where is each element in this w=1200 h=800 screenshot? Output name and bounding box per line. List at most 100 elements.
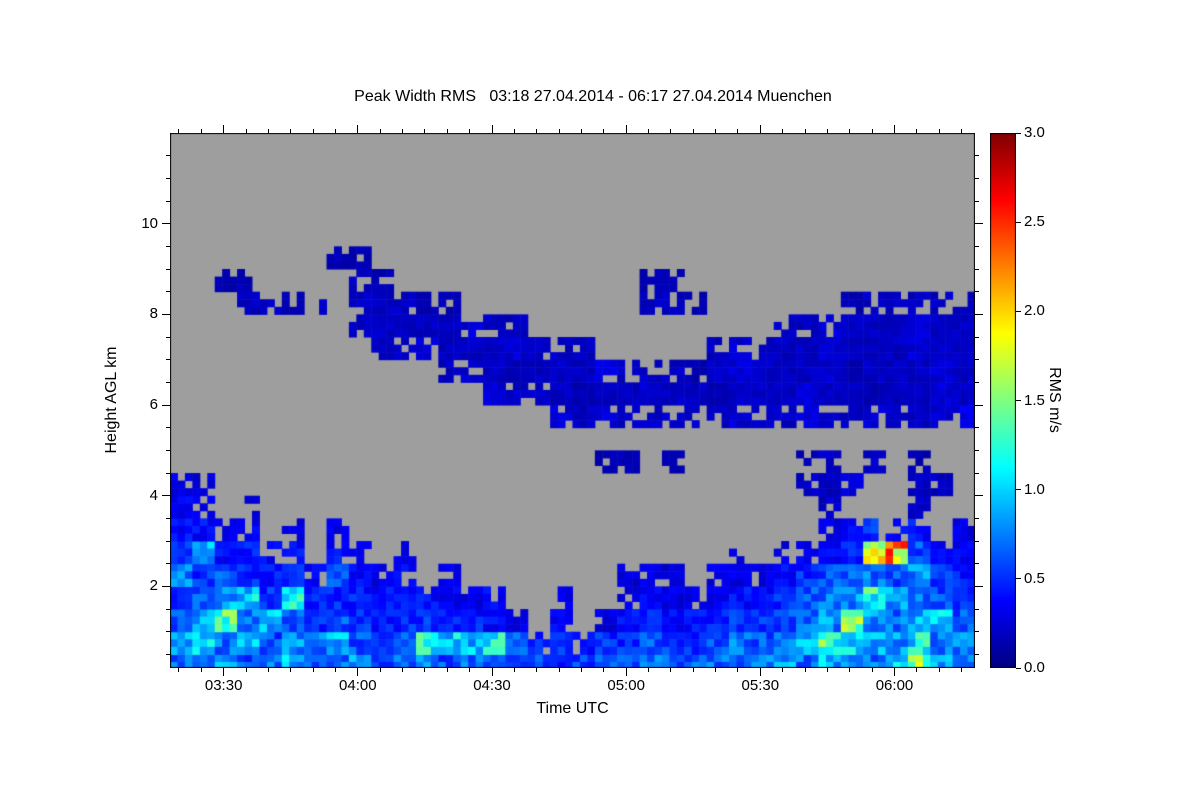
tick-mark [536, 129, 538, 133]
tick-mark [759, 125, 761, 133]
heatmap-canvas [170, 133, 975, 668]
x-tick-label: 05:00 [607, 677, 645, 694]
tick-mark [267, 129, 269, 133]
x-tick-label: 05:30 [741, 677, 780, 694]
tick-mark [737, 129, 739, 133]
tick-mark [166, 336, 170, 338]
tick-mark [692, 129, 694, 133]
tick-mark [402, 668, 404, 672]
tick-mark [312, 668, 314, 672]
tick-mark [223, 125, 225, 133]
tick-mark [166, 540, 170, 542]
tick-mark [670, 668, 672, 672]
tick-mark [975, 608, 979, 610]
tick-mark [513, 129, 515, 133]
tick-mark [975, 449, 979, 451]
tick-mark [871, 668, 873, 672]
tick-mark [166, 200, 170, 202]
tick-mark [737, 668, 739, 672]
tick-mark [334, 129, 336, 133]
colorbar-tick-label: 0.0 [1024, 659, 1045, 676]
heatmap-plot-area [170, 133, 975, 668]
tick-mark [603, 668, 605, 672]
tick-mark [424, 129, 426, 133]
tick-mark [536, 668, 538, 672]
tick-mark [975, 540, 979, 542]
tick-mark [782, 668, 784, 672]
tick-mark [1016, 667, 1021, 669]
tick-mark [975, 336, 979, 338]
tick-mark [715, 668, 717, 672]
tick-mark [200, 129, 202, 133]
tick-mark [166, 653, 170, 655]
colorbar-tick-label: 2.0 [1024, 302, 1045, 320]
tick-mark [166, 631, 170, 633]
tick-mark [166, 517, 170, 519]
tick-mark [961, 129, 963, 133]
tick-mark [1016, 310, 1021, 312]
tick-mark [1016, 578, 1021, 580]
tick-mark [670, 129, 672, 133]
tick-mark [975, 245, 979, 247]
x-tick-label: 06:00 [875, 677, 914, 694]
tick-mark [916, 129, 918, 133]
tick-mark [312, 129, 314, 133]
tick-mark [715, 129, 717, 133]
tick-mark [491, 125, 493, 133]
tick-mark [975, 268, 979, 270]
colorbar [990, 133, 1016, 668]
tick-mark [166, 291, 170, 293]
tick-mark [804, 129, 806, 133]
tick-mark [938, 129, 940, 133]
tick-mark [625, 125, 627, 133]
tick-mark [975, 223, 983, 225]
tick-mark [166, 359, 170, 361]
tick-mark [625, 668, 627, 676]
tick-mark [166, 608, 170, 610]
tick-mark [178, 668, 180, 672]
tick-mark [849, 129, 851, 133]
tick-mark [894, 125, 895, 133]
tick-mark [166, 472, 170, 474]
tick-mark [975, 585, 983, 587]
tick-mark [975, 472, 979, 474]
tick-mark [469, 668, 471, 672]
x-tick-label: 03:30 [204, 677, 243, 694]
tick-mark [975, 155, 979, 157]
tick-mark [975, 495, 983, 497]
tick-mark [162, 495, 170, 497]
colorbar-tick-label: 1.0 [1024, 480, 1045, 498]
tick-mark [1016, 132, 1021, 134]
tick-mark [648, 129, 650, 133]
tick-mark [402, 129, 404, 133]
tick-mark [826, 668, 828, 672]
tick-mark [245, 129, 247, 133]
tick-mark [1016, 221, 1021, 223]
tick-mark [166, 563, 170, 565]
tick-mark [558, 668, 560, 672]
tick-mark [162, 313, 170, 315]
tick-mark [162, 404, 170, 406]
tick-mark [603, 129, 605, 133]
tick-mark [975, 563, 979, 565]
tick-mark [759, 668, 761, 676]
tick-mark [692, 668, 694, 672]
tick-mark [379, 668, 381, 672]
x-axis-title: Time UTC [536, 700, 609, 717]
tick-mark [166, 449, 170, 451]
tick-mark [357, 668, 359, 676]
tick-mark [334, 668, 336, 672]
tick-mark [804, 668, 806, 672]
tick-mark [267, 668, 269, 672]
y-tick-label: 2 [149, 577, 158, 595]
y-tick-label: 4 [149, 486, 158, 504]
tick-mark [166, 155, 170, 157]
tick-mark [975, 200, 979, 202]
tick-mark [166, 427, 170, 429]
tick-mark [975, 517, 979, 519]
x-tick-label: 04:00 [339, 677, 377, 694]
tick-mark [223, 668, 225, 676]
tick-mark [424, 668, 426, 672]
tick-mark [166, 381, 170, 383]
